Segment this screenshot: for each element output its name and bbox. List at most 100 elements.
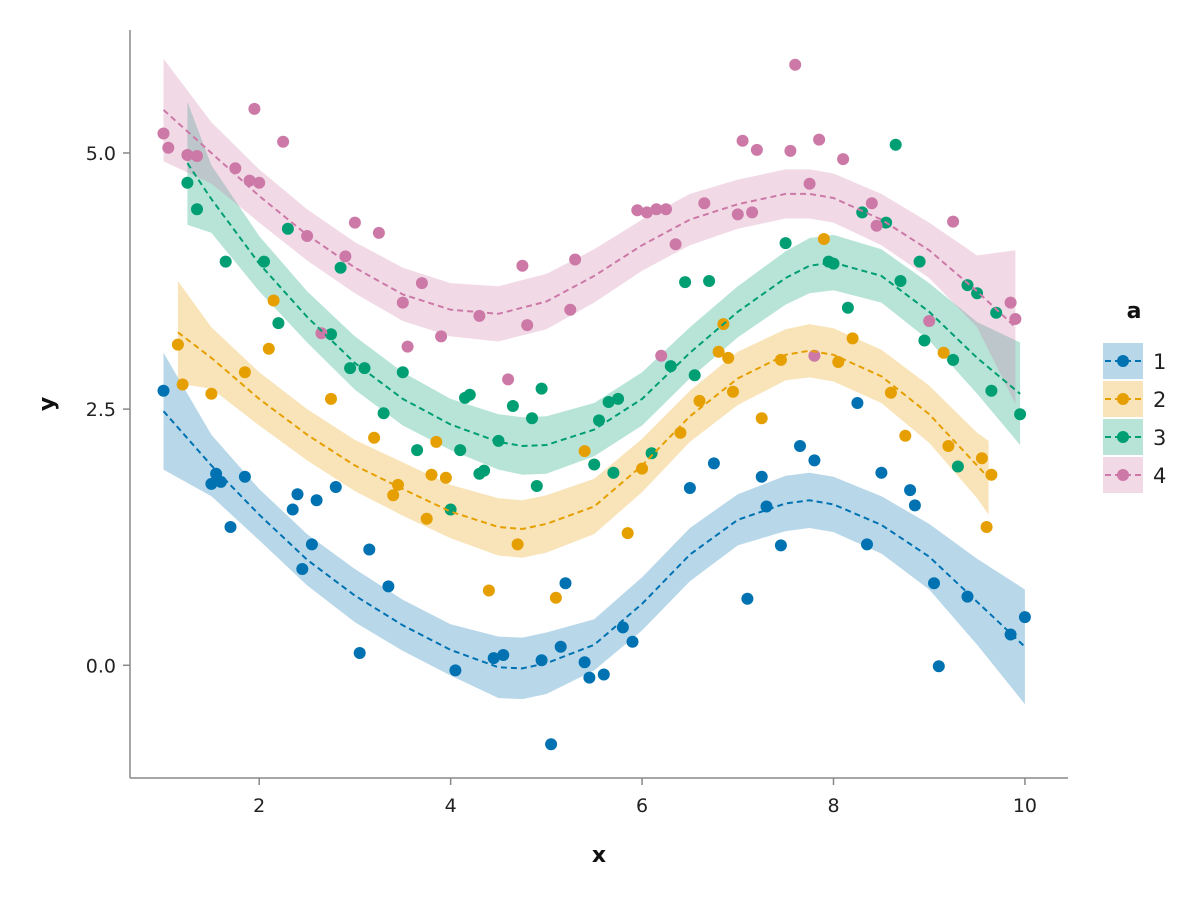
point-series-1 [707, 457, 720, 470]
point-series-4 [660, 203, 672, 216]
fit-line-series-1 [162, 410, 1026, 670]
point-series-3 [358, 362, 371, 375]
scatter-points [157, 58, 1031, 751]
point-series-1 [932, 660, 945, 673]
point-series-3 [990, 306, 1003, 319]
point-series-3 [526, 412, 538, 425]
point-series-1 [616, 621, 629, 634]
point-series-4 [750, 143, 763, 156]
point-series-1 [875, 466, 888, 479]
point-series-1 [286, 503, 299, 516]
point-series-2 [727, 385, 739, 398]
point-series-1 [774, 539, 787, 552]
point-series-3 [1014, 408, 1027, 421]
band-series-4 [163, 58, 1016, 404]
point-series-3 [889, 138, 902, 151]
point-series-3 [396, 366, 409, 379]
point-series-3 [181, 176, 194, 189]
point-series-3 [918, 334, 931, 347]
point-series-4 [650, 203, 663, 216]
point-series-4 [401, 340, 414, 353]
point-series-4 [947, 215, 960, 228]
legend-item-1: 1 [1103, 343, 1166, 379]
point-series-1 [310, 494, 323, 507]
x-tick-label: 8 [827, 795, 839, 817]
fit-line-series-3 [186, 162, 1021, 448]
point-series-3 [971, 287, 984, 300]
point-series-2 [368, 431, 381, 444]
point-series-4 [315, 327, 328, 340]
legend-label: 3 [1153, 426, 1166, 450]
point-series-1 [205, 477, 218, 490]
point-series-1 [578, 656, 591, 669]
point-series-3 [281, 222, 294, 235]
point-series-2 [985, 468, 998, 481]
point-series-4 [736, 134, 749, 147]
point-series-4 [516, 259, 529, 272]
point-series-3 [602, 396, 615, 408]
point-series-3 [679, 276, 692, 289]
x-tick-label: 6 [636, 795, 648, 817]
point-series-4 [923, 315, 936, 327]
point-series-2 [439, 471, 452, 484]
point-series-3 [411, 444, 424, 457]
point-series-4 [502, 373, 515, 386]
point-series-2 [205, 387, 218, 400]
point-series-3 [478, 464, 491, 477]
point-series-3 [961, 279, 974, 292]
point-series-4 [339, 250, 352, 263]
point-series-3 [607, 466, 620, 479]
point-series-4 [784, 144, 797, 157]
legend-label: 1 [1153, 350, 1166, 374]
legend-item-3: 3 [1103, 419, 1166, 455]
fit-line-series-2 [177, 331, 990, 531]
point-series-3 [492, 434, 505, 447]
point-series-3 [219, 255, 232, 268]
legend-item-2: 2 [1103, 381, 1166, 417]
point-series-2 [420, 512, 433, 525]
point-series-4 [521, 319, 534, 332]
x-tick-label: 10 [1013, 795, 1037, 817]
point-series-4 [870, 219, 883, 232]
point-series-1 [559, 577, 572, 590]
y-tick-label: 0.0 [86, 655, 116, 677]
point-series-1 [214, 475, 227, 488]
point-series-2 [899, 429, 912, 442]
legend-swatch-point [1117, 393, 1129, 405]
point-series-1 [961, 590, 974, 603]
point-series-3 [985, 384, 998, 397]
point-series-3 [951, 460, 964, 473]
point-series-2 [722, 351, 735, 364]
point-series-2 [774, 353, 787, 366]
point-series-4 [698, 197, 711, 210]
point-series-1 [329, 481, 342, 493]
point-series-4 [348, 216, 361, 229]
point-series-1 [755, 470, 768, 483]
point-series-4 [655, 349, 668, 362]
point-series-1 [794, 440, 806, 452]
point-series-1 [683, 482, 696, 494]
point-series-1 [487, 652, 500, 665]
legend: a 1 2 3 4 [1103, 299, 1166, 493]
point-series-1 [583, 671, 596, 684]
legend-label: 2 [1153, 388, 1166, 412]
legend-swatch-point [1117, 469, 1129, 481]
point-series-4 [162, 141, 175, 154]
point-series-1 [626, 635, 639, 648]
point-series-2 [482, 584, 495, 597]
point-series-2 [425, 468, 438, 481]
point-series-4 [248, 102, 261, 115]
point-series-3 [258, 255, 270, 268]
point-series-4 [253, 176, 266, 189]
tick-labels: 2 4 6 8 10 0.0 2.5 5.0 [86, 143, 1037, 817]
point-series-2 [693, 394, 706, 407]
point-series-2 [942, 440, 955, 452]
point-series-3 [334, 261, 347, 274]
point-series-4 [746, 206, 759, 219]
point-series-4 [803, 177, 816, 190]
point-series-2 [755, 412, 768, 425]
point-series-3 [454, 444, 467, 457]
point-series-2 [975, 452, 988, 465]
point-series-3 [612, 392, 625, 405]
point-series-2 [171, 338, 184, 351]
